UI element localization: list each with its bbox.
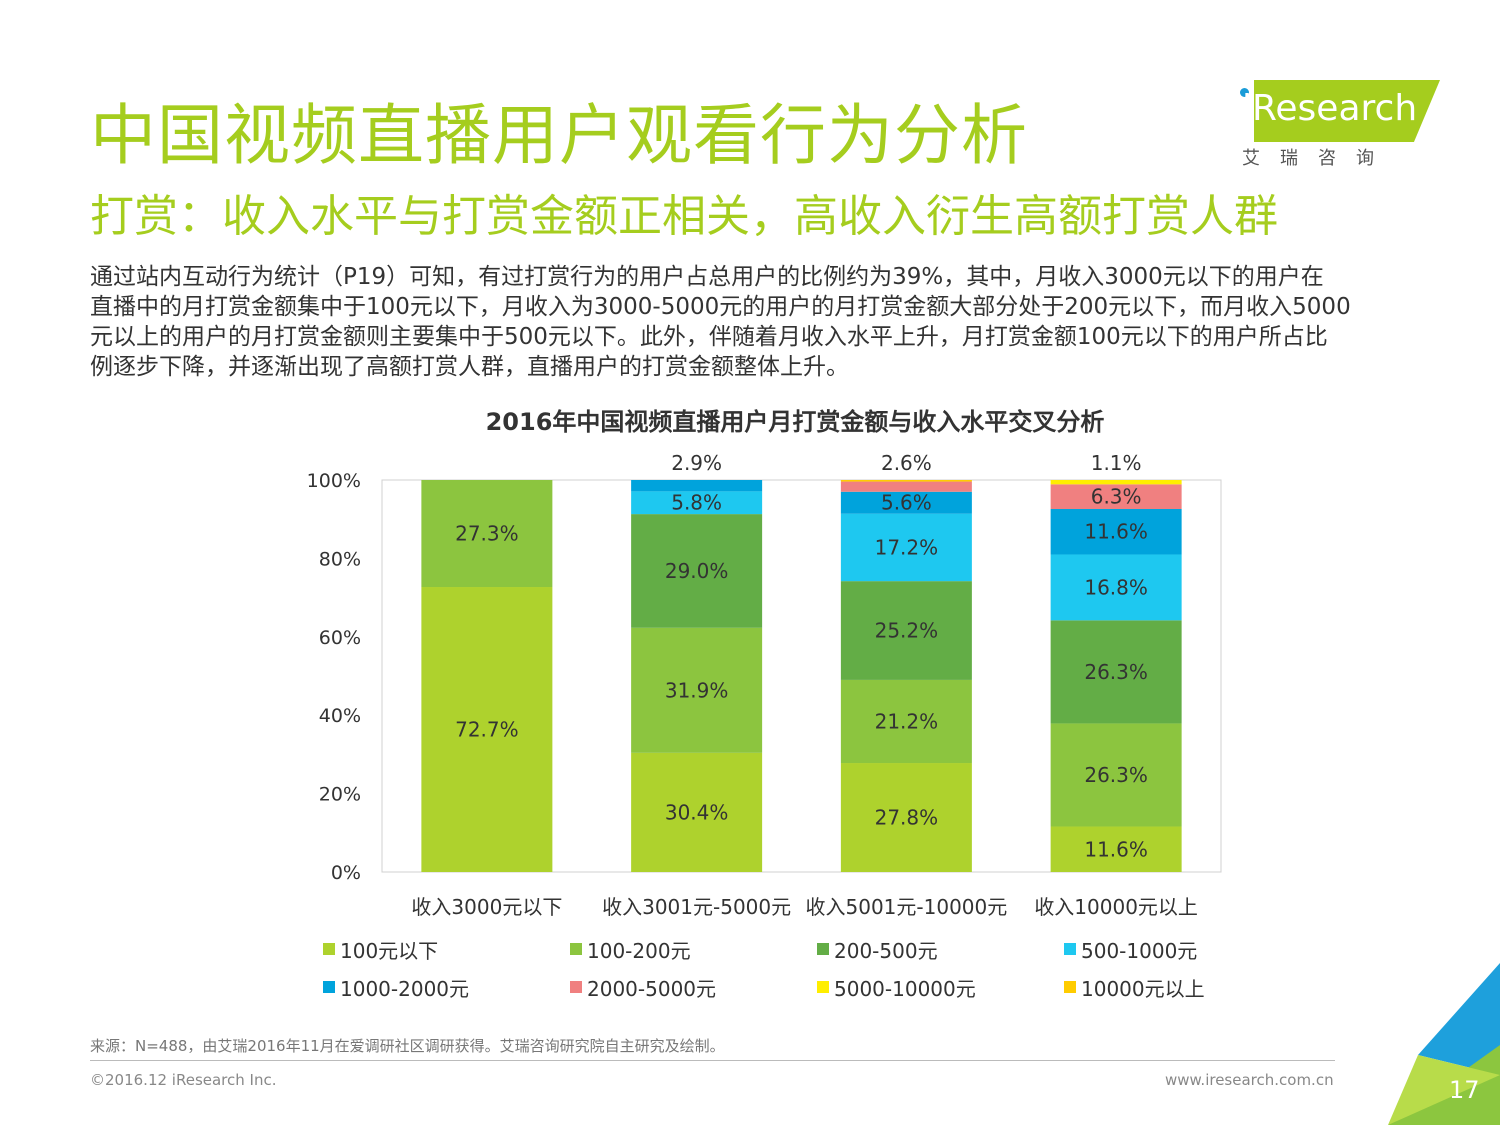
data-label: 27.3% [455, 522, 519, 546]
bar-segment [421, 480, 553, 588]
data-label: 2.6% [881, 451, 932, 475]
page-number: 17 [1449, 1076, 1480, 1104]
bar-segment [840, 491, 972, 514]
legend-swatch [817, 943, 829, 955]
data-label: 27.8% [875, 806, 939, 830]
data-label: 2.9% [671, 451, 722, 475]
data-label: 29.0% [665, 559, 729, 583]
y-tick-label: 60% [319, 627, 361, 649]
bar-segment [1050, 723, 1182, 827]
bar-segment [840, 581, 972, 680]
bar-segment [1050, 826, 1182, 872]
iresearch-logo: iResearch 艾瑞咨询 [1240, 80, 1440, 172]
bar-segment [840, 480, 972, 482]
data-label: 30.4% [665, 800, 729, 824]
data-label: 21.2% [875, 709, 939, 733]
bar-segment [631, 752, 763, 872]
copyright: ©2016.12 iResearch Inc. [90, 1071, 277, 1089]
corner-blue-triangle [1418, 963, 1500, 1075]
legend-label: 10000元以上 [1081, 977, 1205, 1001]
website-url[interactable]: www.iresearch.com.cn [1165, 1071, 1334, 1089]
data-label: 6.3% [1091, 485, 1142, 509]
legend-swatch [1064, 943, 1076, 955]
logo-text: iResearch [1242, 88, 1418, 129]
corner-light-triangle [1388, 1055, 1500, 1125]
bar-segment [840, 513, 972, 582]
y-tick-label: 100% [307, 470, 361, 492]
legend-swatch [323, 981, 335, 993]
bar-segment [1050, 620, 1182, 724]
logo-dot-icon [1240, 88, 1249, 97]
legend-swatch [570, 981, 582, 993]
data-label: 26.3% [1084, 763, 1148, 787]
legend-label: 1000-2000元 [340, 977, 469, 1001]
data-label: 31.9% [665, 678, 729, 702]
legend-swatch [323, 943, 335, 955]
data-label: 11.6% [1084, 837, 1148, 861]
bar-segment [840, 481, 972, 492]
body-line: 元以上的用户的月打赏金额则主要集中于500元以下。此外，伴随着月收入水平上升，月… [90, 324, 1328, 350]
x-category-label: 收入3001元-5000元 [602, 895, 791, 919]
legend-label: 100-200元 [587, 939, 691, 963]
bar-segment [840, 763, 972, 872]
bar-segment [840, 679, 972, 764]
page-subtitle: 打赏：收入水平与打赏金额正相关，高收入衍生高额打赏人群 [90, 191, 1278, 242]
bar-segment [631, 480, 763, 492]
data-label: 26.3% [1084, 660, 1148, 684]
legend-label: 5000-10000元 [834, 977, 976, 1001]
x-category-label: 收入10000元以上 [1034, 895, 1198, 919]
y-tick-label: 80% [319, 548, 361, 570]
bar-segment [631, 514, 763, 628]
legend-swatch [570, 943, 582, 955]
stacked-bar-chart: 0% 20% 40% 60% 80% 100% 72.7% 27.3% 收入3000元以下 30.… [307, 451, 1222, 1001]
y-tick-label: 0% [331, 862, 361, 884]
page-title: 中国视频直播用户观看行为分析 [90, 97, 1028, 174]
legend-label: 2000-5000元 [587, 977, 716, 1001]
y-tick-label: 40% [319, 705, 361, 727]
data-label: 5.6% [881, 491, 932, 515]
bar-segment [1050, 484, 1182, 510]
data-label: 5.8% [671, 491, 722, 515]
chart-title: 2016年中国视频直播用户月打赏金额与收入水平交叉分析 [485, 408, 1105, 436]
corner-decoration [1388, 963, 1500, 1125]
bar-segment [1050, 509, 1182, 555]
body-paragraph: 通过站内互动行为统计（P19）可知，有过打赏行为的用户占总用户的比例约为39%，… [90, 262, 1440, 382]
logo-mark [1254, 80, 1440, 142]
source-note: 来源：N=488，由艾瑞2016年11月在爱调研社区调研获得。艾瑞咨询研究院自主… [90, 1037, 725, 1055]
logo-subtitle: 艾瑞咨询 [1242, 148, 1394, 169]
bar-segment [1050, 480, 1182, 485]
footer-divider [90, 1060, 1335, 1061]
body-line: 例逐步下降，并逐渐出现了高额打赏人群，直播用户的打赏金额整体上升。 [90, 354, 849, 380]
legend-label: 500-1000元 [1081, 939, 1197, 963]
legend-swatch [817, 981, 829, 993]
data-label: 25.2% [875, 619, 939, 643]
data-label: 11.6% [1084, 520, 1148, 544]
body-line: 直播中的月打赏金额集中于100元以下，月收入为3000-5000元的用户的月打赏… [90, 294, 1351, 320]
data-label: 16.8% [1084, 575, 1148, 599]
legend-swatch [1064, 981, 1076, 993]
body-line: 通过站内互动行为统计（P19）可知，有过打赏行为的用户占总用户的比例约为39%，… [90, 264, 1324, 290]
bar-segment [421, 587, 553, 872]
bar-segment [631, 627, 763, 753]
plot-area-frame [381, 479, 1222, 873]
legend-label: 200-500元 [834, 939, 938, 963]
data-label: 1.1% [1091, 451, 1142, 475]
bar-segment [1050, 554, 1182, 621]
x-category-label: 收入5001元-10000元 [806, 895, 1008, 919]
x-category-label: 收入3000元以下 [411, 895, 562, 919]
legend-label: 100元以下 [340, 939, 438, 963]
data-label: 72.7% [455, 718, 519, 742]
data-label: 17.2% [875, 535, 939, 559]
bar-segment [631, 491, 763, 515]
y-tick-label: 20% [319, 784, 361, 806]
